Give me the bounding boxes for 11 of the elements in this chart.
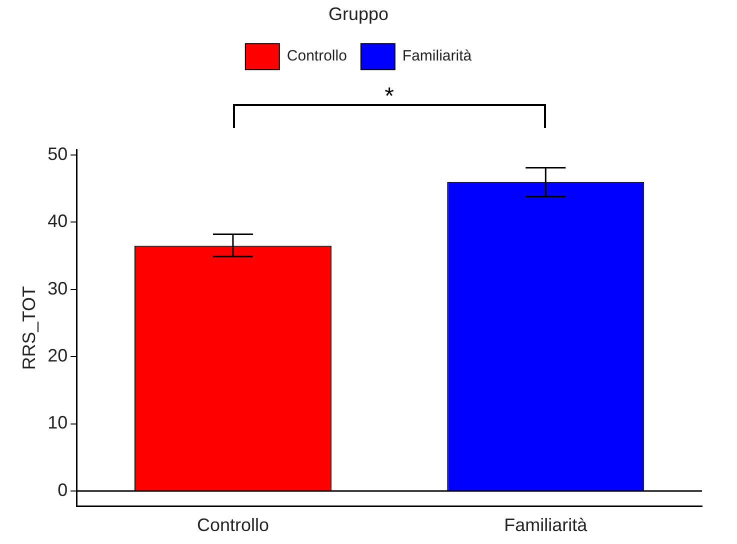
legend-label: Familiarità — [402, 48, 472, 65]
legend-title: Gruppo — [328, 4, 389, 24]
y-tick-label: 10 — [48, 412, 68, 433]
y-tick-label: 20 — [48, 346, 68, 366]
y-tick-label: 50 — [48, 144, 68, 164]
legend-label: Controllo — [286, 48, 347, 65]
y-tick-label: 30 — [48, 278, 68, 298]
y-tick-label: 0 — [58, 480, 68, 500]
y-axis-title: RRS_TOT — [18, 286, 39, 370]
text: * — [384, 83, 394, 110]
y-tick-label: 40 — [48, 211, 68, 232]
